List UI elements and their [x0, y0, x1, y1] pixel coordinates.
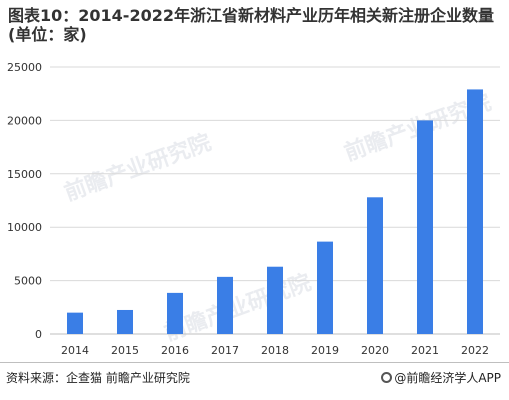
- divider: [0, 362, 509, 363]
- x-tick-label: 2015: [111, 344, 139, 357]
- bar: [417, 120, 433, 335]
- y-tick-label: 20000: [7, 114, 42, 127]
- source-note: 资料来源：企查猫 前瞻产业研究院: [6, 371, 190, 385]
- y-tick-label: 25000: [7, 61, 42, 74]
- credit-text: @前瞻经济学人APP: [394, 371, 501, 385]
- x-tick-label: 2016: [161, 344, 189, 357]
- y-tick-label: 5000: [14, 275, 42, 288]
- bar: [267, 266, 283, 334]
- bar: [317, 241, 333, 334]
- bar: [167, 292, 183, 334]
- brand-logo-icon: [381, 372, 393, 383]
- bar: [367, 197, 383, 334]
- bar: [117, 309, 133, 334]
- chart-title: 图表10：2014-2022年浙江省新材料产业历年相关新注册企业数量(单位：家): [8, 6, 494, 44]
- bar: [467, 89, 483, 334]
- x-tick-label: 2018: [261, 344, 289, 357]
- x-tick-label: 2014: [61, 344, 89, 357]
- x-tick-label: 2017: [211, 344, 239, 357]
- credit: @前瞻经济学人APP: [381, 369, 501, 386]
- x-tick-label: 2019: [311, 344, 339, 357]
- y-tick-label: 15000: [7, 168, 42, 181]
- bar: [217, 276, 233, 334]
- x-tick-label: 2021: [411, 344, 439, 357]
- bar: [67, 312, 83, 334]
- x-tick-label: 2022: [461, 344, 489, 357]
- bar-chart: 0 5000 10000 15000 20000 25000 2014 2015 2016 201…: [7, 61, 500, 357]
- x-tick-label: 2020: [361, 344, 389, 357]
- y-tick-label: 0: [35, 328, 42, 341]
- y-tick-label: 10000: [7, 221, 42, 234]
